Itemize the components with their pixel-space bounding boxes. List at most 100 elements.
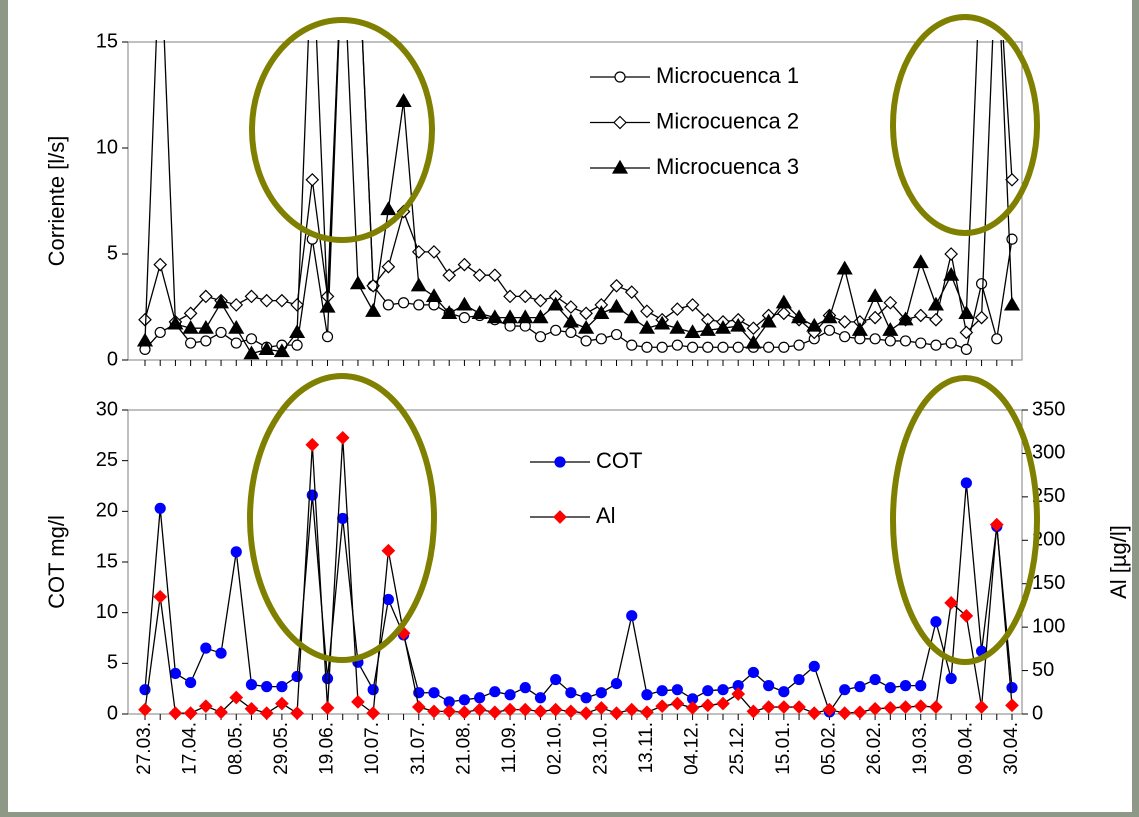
point: [335, 430, 350, 445]
point: [760, 313, 777, 328]
y2-tick-label: 100: [1032, 615, 1065, 637]
point: [776, 700, 791, 714]
y2-tick-label: 0: [1032, 702, 1043, 724]
point: [595, 333, 607, 345]
point: [472, 268, 487, 283]
x-tick-label: 31.07.: [408, 722, 429, 775]
point: [714, 320, 732, 334]
point: [613, 115, 627, 130]
point: [275, 293, 289, 308]
point: [474, 692, 486, 704]
y-tick-label: 5: [107, 652, 118, 674]
point: [929, 312, 943, 327]
point: [213, 294, 230, 309]
point: [169, 667, 182, 680]
point: [259, 706, 274, 720]
point: [1005, 698, 1019, 713]
point: [975, 278, 988, 290]
point: [991, 333, 1003, 345]
x-tick-label: 23.10.: [590, 722, 611, 775]
point: [656, 341, 668, 353]
point: [614, 71, 626, 83]
series-line: [144, 482, 1013, 714]
point: [215, 326, 227, 339]
point: [747, 666, 760, 679]
series-group: [138, 430, 1019, 720]
point: [638, 320, 655, 334]
point: [533, 293, 548, 308]
point: [775, 294, 792, 309]
point: [547, 296, 564, 311]
point: [411, 700, 426, 714]
point: [441, 305, 458, 319]
point: [138, 702, 152, 717]
point: [593, 305, 610, 319]
point: [959, 609, 974, 623]
point: [930, 339, 942, 351]
point: [792, 700, 806, 714]
point: [868, 310, 882, 325]
point: [457, 705, 472, 720]
point: [869, 673, 881, 686]
y-tick-label: 25: [96, 449, 118, 471]
point: [778, 341, 790, 353]
point: [974, 310, 989, 325]
point: [899, 335, 912, 347]
point: [1003, 296, 1021, 311]
point: [685, 701, 700, 715]
point: [882, 322, 899, 336]
point: [837, 706, 852, 720]
y-axis-label: COT mg/l: [44, 515, 69, 609]
point: [290, 298, 304, 312]
point: [609, 278, 624, 293]
point: [230, 337, 242, 349]
point: [945, 672, 957, 685]
point: [944, 595, 959, 610]
point: [974, 700, 989, 714]
point: [837, 314, 852, 329]
point: [655, 699, 670, 714]
point: [609, 706, 624, 720]
point: [745, 334, 762, 349]
y-tick-label: 15: [96, 550, 118, 572]
point: [700, 698, 715, 713]
y2-tick-label: 300: [1032, 442, 1065, 464]
point: [380, 201, 397, 216]
point: [554, 456, 566, 468]
highlight-ellipse: [890, 14, 1040, 236]
point: [836, 260, 853, 275]
point: [821, 309, 838, 324]
point: [624, 702, 639, 717]
point: [200, 642, 212, 654]
point: [580, 335, 592, 347]
point: [397, 297, 410, 309]
x-tick-label: 19.03.: [910, 722, 931, 775]
y2-tick-label: 150: [1032, 572, 1065, 594]
point: [534, 692, 547, 704]
point: [806, 317, 823, 332]
y2-tick-label: 350: [1032, 398, 1065, 420]
point: [686, 341, 699, 353]
point: [898, 700, 913, 714]
point: [565, 326, 577, 339]
point: [763, 341, 775, 353]
point: [553, 510, 567, 524]
plot-frame: [127, 41, 1023, 361]
point: [136, 332, 154, 347]
point: [1005, 172, 1019, 187]
point: [244, 701, 259, 716]
legend-label: COT: [596, 448, 642, 473]
x-tick-label: 11.09.: [499, 722, 520, 773]
point: [381, 543, 396, 558]
point: [518, 702, 533, 717]
point: [791, 309, 808, 324]
point: [641, 689, 653, 701]
point: [382, 593, 394, 606]
point: [153, 257, 168, 272]
point: [532, 309, 549, 324]
x-tick-label: 13.11.: [636, 722, 657, 773]
point: [565, 687, 577, 699]
x-tick-label: 27.03.: [134, 722, 155, 775]
point: [595, 687, 607, 699]
point: [275, 696, 289, 711]
